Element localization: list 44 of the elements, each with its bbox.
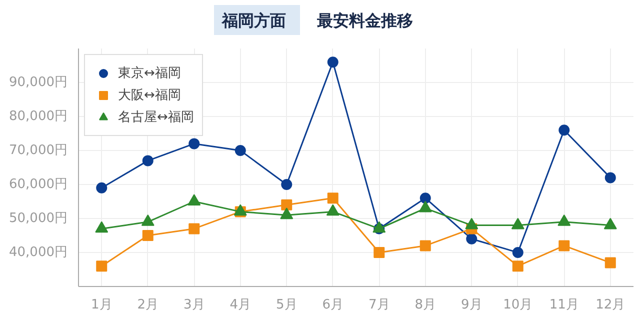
x-tick-label: 2月 <box>137 298 159 312</box>
x-tick-label: 1月 <box>90 298 112 312</box>
x-tick-label: 11月 <box>549 298 579 312</box>
point <box>374 247 385 258</box>
point <box>96 260 108 272</box>
point <box>281 179 292 190</box>
x-tick-label: 4月 <box>230 298 252 312</box>
x-tick-label: 8月 <box>414 298 436 312</box>
point <box>420 240 431 252</box>
y-tick-label: 40,000円 <box>9 245 68 260</box>
point <box>142 230 154 241</box>
point <box>558 240 570 252</box>
x-tick-label: 12月 <box>596 298 626 312</box>
x-tick-label: 10月 <box>503 298 533 312</box>
legend-label: 東京↔福岡 <box>118 65 181 82</box>
legend-label: 名古屋↔福岡 <box>118 109 194 126</box>
y-tick-label: 80,000円 <box>9 109 68 124</box>
point <box>604 257 616 268</box>
point <box>558 124 570 136</box>
point <box>142 155 154 166</box>
point <box>96 182 108 194</box>
x-tick-label: 7月 <box>368 298 390 312</box>
chart-title: 福岡方面 <box>222 10 286 32</box>
y-tick-label: 50,000円 <box>9 211 68 226</box>
point <box>188 223 200 234</box>
point <box>466 233 478 244</box>
x-tick-label: 6月 <box>322 298 344 312</box>
y-tick-label: 90,000円 <box>9 75 68 90</box>
point <box>188 138 200 150</box>
point <box>234 145 246 156</box>
point <box>281 199 292 210</box>
x-tick-label: 5月 <box>276 298 298 312</box>
point <box>327 192 338 204</box>
x-tick-label: 9月 <box>460 298 482 312</box>
y-tick-label: 70,000円 <box>9 143 68 158</box>
y-tick-label: 60,000円 <box>9 177 68 192</box>
x-tick-label: 3月 <box>183 298 205 312</box>
point <box>512 260 524 272</box>
point <box>420 192 431 204</box>
point <box>512 247 524 258</box>
legend-label: 大阪↔福岡 <box>118 87 181 104</box>
chart-subtitle: 最安料金推移 <box>317 10 413 32</box>
point <box>327 56 338 68</box>
point <box>604 172 616 184</box>
